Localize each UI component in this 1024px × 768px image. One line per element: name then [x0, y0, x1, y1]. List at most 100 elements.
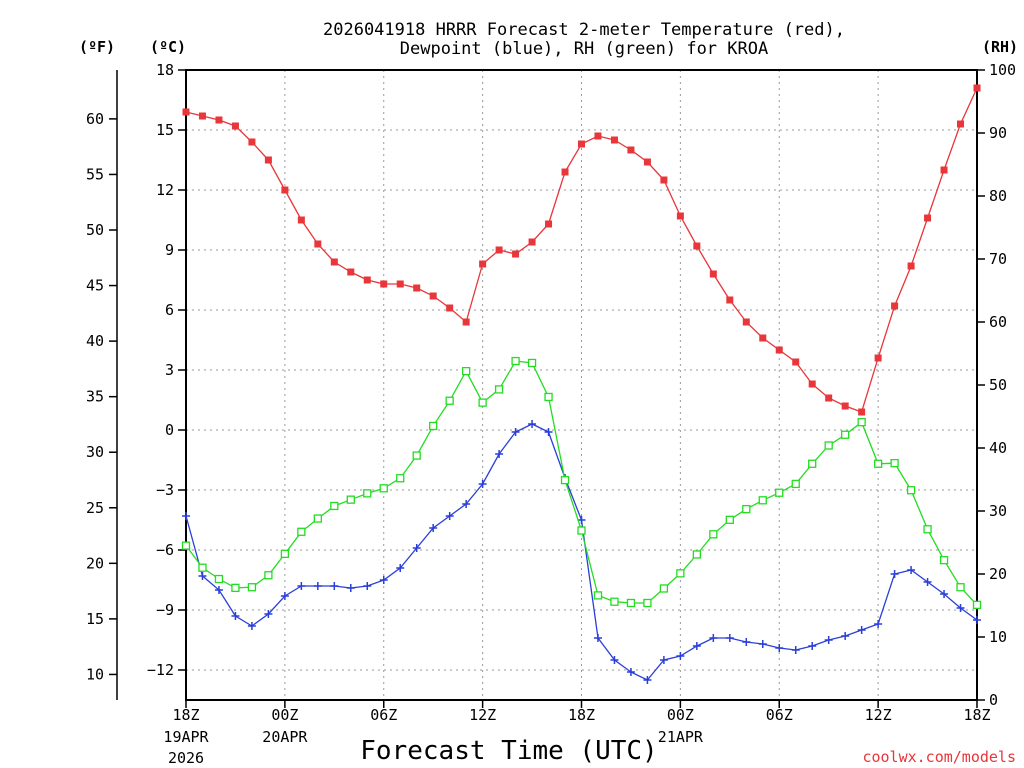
dewpoint-point: [379, 576, 388, 584]
temperature-point: [693, 242, 701, 250]
dewpoint-point: [659, 656, 668, 664]
temperature-point: [676, 212, 684, 220]
x-year-label: 2026: [168, 749, 204, 767]
rh-tick-label: 60: [989, 313, 1007, 331]
rh-point: [396, 474, 405, 483]
dewpoint-point: [182, 512, 190, 520]
temperature-point: [907, 262, 915, 270]
fahrenheit-unit-label: (ºF): [79, 38, 115, 56]
dewpoint-point: [973, 616, 981, 624]
temperature-point: [413, 284, 421, 292]
temperature-point: [512, 250, 520, 258]
rh-unit-label: (RH): [982, 38, 1018, 56]
rh-tick-label: 40: [989, 439, 1007, 457]
dewpoint-point: [841, 632, 850, 640]
rh-point: [247, 583, 257, 592]
c-tick-label: 12: [156, 181, 174, 199]
rh-point: [808, 459, 817, 468]
c-tick-label: 9: [165, 241, 174, 259]
dewpoint-point: [907, 566, 916, 574]
rh-point: [643, 598, 652, 608]
c-tick-label: −9: [156, 601, 174, 619]
f-tick-label: 15: [86, 610, 104, 628]
dewpoint-point: [692, 642, 701, 650]
rh-point: [198, 563, 207, 572]
rh-point: [544, 392, 553, 402]
rh-point: [264, 571, 273, 580]
fahrenheit-axis: 60 55 50 45 40 35 30 25 20 15 10: [86, 70, 118, 700]
dewpoint-point: [890, 570, 899, 578]
rh-point: [494, 385, 504, 394]
rh-point: [758, 496, 767, 505]
dewpoint-point: [429, 524, 438, 532]
dewpoint-point: [297, 582, 306, 590]
rh-point: [231, 583, 240, 593]
c-tick-label: 3: [165, 361, 174, 379]
dewpoint-point: [593, 634, 602, 642]
dewpoint-point: [313, 582, 322, 590]
temperature-point: [627, 146, 635, 154]
dewpoint-point: [725, 634, 734, 642]
rh-point: [692, 550, 702, 559]
temperature-point: [347, 268, 355, 276]
dewpoint-point: [857, 626, 866, 634]
series-group: [181, 84, 982, 684]
temperature-point: [808, 380, 816, 388]
x-date-label: 21APR: [658, 728, 704, 746]
temperature-point: [594, 132, 602, 140]
rh-point: [527, 358, 537, 368]
dewpoint-point: [874, 620, 883, 628]
c-tick-label: 18: [156, 61, 174, 79]
dewpoint-point: [610, 656, 619, 664]
temperature-point: [775, 346, 783, 354]
temperature-point: [231, 122, 239, 130]
dewpoint-point: [940, 590, 949, 598]
dewpoint-point: [544, 428, 553, 436]
dewpoint-point: [264, 610, 273, 618]
rh-point: [214, 574, 224, 584]
rh-point: [956, 583, 965, 592]
chart-title-line-2: Dewpoint (blue), RH (green) for KROA: [400, 39, 768, 59]
temperature-point: [462, 318, 470, 326]
c-tick-label: −6: [156, 541, 174, 559]
rh-point: [379, 484, 388, 493]
temperature-point: [314, 240, 322, 248]
temperature-point: [215, 116, 223, 124]
rh-point: [725, 515, 734, 524]
temperature-point: [841, 402, 849, 410]
x-date-label: 20APR: [262, 728, 308, 746]
temperature-point: [709, 270, 717, 278]
dewpoint-point: [198, 572, 207, 580]
rh-point: [181, 541, 191, 550]
rh-point: [906, 486, 916, 495]
temperature-point: [561, 168, 569, 176]
dewpoint-point: [346, 584, 355, 592]
rh-point: [972, 600, 982, 610]
dewpoint-point: [956, 604, 965, 612]
rh-point: [626, 598, 636, 608]
temperature-point: [759, 334, 767, 342]
temperature-point: [495, 246, 503, 254]
rh-point: [330, 501, 339, 511]
rh-point: [824, 441, 833, 450]
celsius-axis: 18 15 12 9 6 3 0 −3 −6 −9 −12: [147, 61, 186, 679]
rh-point: [709, 530, 718, 539]
dewpoint-point: [280, 592, 289, 600]
f-tick-label: 10: [86, 665, 104, 683]
rh-point: [857, 418, 866, 427]
rh-tick-label: 80: [989, 187, 1007, 205]
rh-point: [412, 451, 421, 460]
temperature-point: [957, 120, 965, 128]
temperature-point: [396, 280, 404, 288]
temperature-point: [891, 302, 899, 310]
rh-point: [511, 356, 520, 366]
rh-point: [593, 591, 603, 600]
f-tick-label: 20: [86, 554, 104, 572]
temperature-point: [198, 112, 206, 120]
temperature-point: [643, 158, 651, 166]
rh-tick-label: 30: [989, 502, 1007, 520]
chart-title-line-1: 2026041918 HRRR Forecast 2-meter Tempera…: [323, 20, 845, 40]
rh-tick-label: 20: [989, 565, 1007, 583]
dewpoint-point: [445, 512, 454, 520]
